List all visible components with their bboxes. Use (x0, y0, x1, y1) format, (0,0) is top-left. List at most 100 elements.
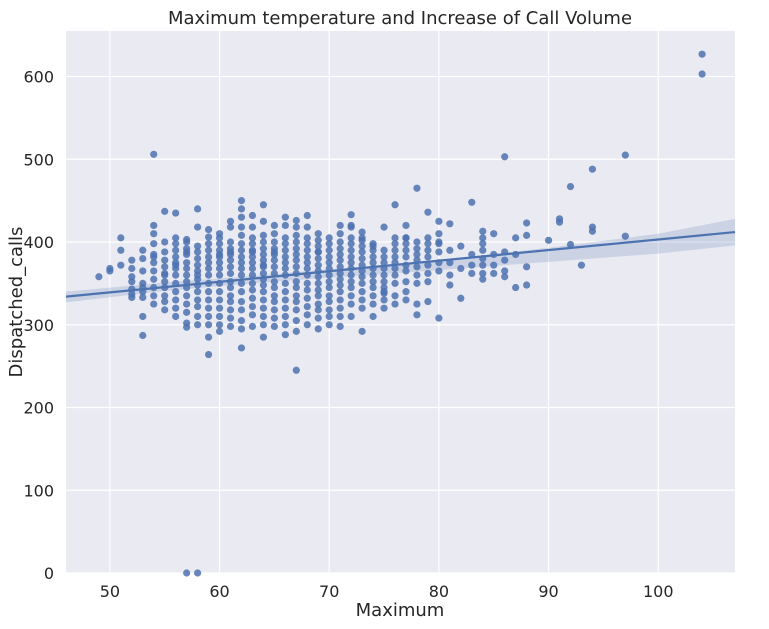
data-point (270, 322, 278, 331)
data-point (402, 246, 410, 254)
data-point (369, 242, 377, 250)
data-point (336, 221, 344, 230)
y-axis-label: Dispatched_calls (6, 227, 27, 378)
data-point (588, 227, 597, 235)
data-point (391, 234, 399, 242)
data-point (336, 322, 344, 331)
data-point (336, 230, 344, 238)
data-point (183, 259, 191, 267)
data-point (292, 216, 300, 225)
data-point (424, 297, 432, 306)
data-point (325, 283, 333, 292)
data-point (281, 213, 289, 221)
data-point (457, 242, 465, 250)
data-point (435, 217, 443, 225)
data-point (413, 250, 421, 259)
data-point (523, 263, 531, 271)
data-point (347, 246, 355, 254)
data-point (336, 250, 344, 259)
y-tick-label: 0 (44, 564, 54, 583)
data-point (303, 311, 311, 319)
data-point (237, 264, 246, 273)
data-point (172, 261, 180, 269)
data-point (358, 234, 366, 242)
data-point (424, 234, 432, 242)
data-point (402, 296, 410, 304)
data-point (336, 281, 344, 289)
data-point (336, 269, 344, 278)
data-point (336, 288, 344, 296)
data-point (336, 238, 344, 246)
y-tick-label: 100 (23, 481, 54, 500)
data-point (270, 221, 278, 230)
data-point (172, 253, 180, 261)
data-point (314, 230, 322, 238)
data-point (358, 304, 366, 312)
data-point (150, 267, 158, 275)
data-point (512, 234, 520, 242)
data-point (391, 253, 399, 261)
data-point (270, 306, 278, 314)
data-point (391, 246, 399, 254)
data-point (325, 259, 333, 267)
data-point (391, 292, 399, 300)
data-point (226, 283, 235, 292)
data-point (292, 327, 300, 335)
data-point (248, 240, 257, 248)
data-point (128, 256, 136, 264)
data-point (325, 321, 333, 329)
y-tick-label: 400 (23, 233, 54, 252)
data-point (204, 253, 213, 261)
data-point (215, 296, 224, 304)
data-point (270, 297, 278, 306)
data-point (194, 569, 202, 577)
chart-title: Maximum temperature and Increase of Call… (168, 8, 632, 29)
data-point (248, 311, 257, 319)
data-point (183, 238, 191, 246)
data-point (314, 314, 322, 322)
data-point (479, 246, 487, 254)
data-point (303, 294, 311, 302)
data-point (248, 322, 257, 331)
data-point (303, 240, 311, 248)
data-point (248, 286, 257, 294)
data-point (402, 234, 410, 242)
data-point (139, 267, 147, 275)
data-point (150, 150, 158, 158)
data-point (139, 246, 147, 254)
data-point (435, 314, 443, 322)
data-point (490, 230, 498, 238)
data-point (457, 294, 465, 302)
data-point (226, 217, 235, 225)
data-point (523, 231, 531, 239)
data-point (194, 312, 202, 321)
data-point (424, 246, 432, 254)
data-point (358, 279, 366, 287)
data-point (194, 223, 202, 231)
data-point (281, 259, 289, 267)
data-point (292, 250, 300, 259)
data-point (204, 288, 213, 296)
data-point (259, 281, 268, 289)
data-point (369, 292, 377, 300)
data-point (369, 283, 377, 292)
data-point (292, 231, 300, 239)
data-point (281, 288, 289, 296)
data-point (380, 304, 388, 312)
data-point (435, 267, 443, 275)
data-point (555, 218, 564, 226)
data-point (259, 250, 268, 259)
data-point (161, 263, 169, 271)
data-point (621, 151, 629, 159)
data-point (347, 300, 355, 308)
data-point (314, 273, 322, 281)
data-point (391, 201, 399, 209)
data-point (161, 297, 169, 306)
data-point (336, 245, 344, 253)
data-point (391, 300, 399, 308)
data-point (468, 198, 476, 206)
data-point (358, 248, 366, 256)
data-point (194, 261, 202, 269)
data-point (259, 261, 268, 269)
data-point (161, 248, 169, 256)
